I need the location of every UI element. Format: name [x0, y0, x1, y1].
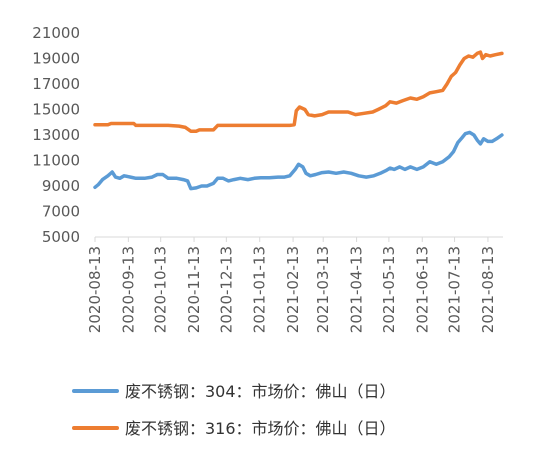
legend-label-1: 废不锈钢：304：市场价：佛山（日） [125, 382, 396, 401]
series-layer [93, 50, 504, 191]
x-tick-label: 2020-12-13 [217, 246, 235, 333]
x-tick-label: 2021-07-13 [446, 246, 464, 333]
y-tick-label: 17000 [32, 75, 80, 93]
y-tick-label: 13000 [32, 126, 80, 144]
y-tick-label: 5000 [42, 228, 80, 246]
y-tick-label: 21000 [32, 24, 80, 42]
y-tick-label: 9000 [42, 177, 80, 195]
x-tick-label: 2021-02-13 [284, 246, 302, 333]
legend: 废不锈钢：304：市场价：佛山（日） 废不锈钢：316：市场价：佛山（日） [72, 382, 396, 438]
y-tick-label: 15000 [32, 101, 80, 119]
x-tick-label: 2021-01-13 [251, 246, 269, 333]
y-axis: 21000 19000 17000 15000 13000 11000 9000 7000 50… [32, 24, 80, 246]
x-tick-label: 2021-06-13 [413, 246, 431, 333]
series-line-2 [93, 50, 504, 133]
x-tick-label: 2020-10-13 [152, 246, 170, 333]
x-tick-label: 2021-04-13 [348, 246, 366, 333]
x-tick-label: 2020-09-13 [119, 246, 137, 333]
y-tick-label: 7000 [42, 203, 80, 221]
x-axis: 2020-08-13 2020-09-13 2020-10-13 2020-11-13… [86, 236, 503, 333]
y-tick-label: 11000 [32, 152, 80, 170]
y-tick-label: 19000 [32, 50, 80, 68]
x-tick-label: 2021-03-13 [314, 246, 332, 333]
x-tick-label: 2021-08-13 [479, 246, 497, 333]
x-tick-label: 2020-08-13 [86, 246, 104, 333]
x-tick-label: 2020-11-13 [185, 246, 203, 333]
series-line-1 [93, 130, 504, 191]
x-tick-label: 2021-05-13 [380, 246, 398, 333]
legend-label-2: 废不锈钢：316：市场价：佛山（日） [125, 419, 396, 438]
